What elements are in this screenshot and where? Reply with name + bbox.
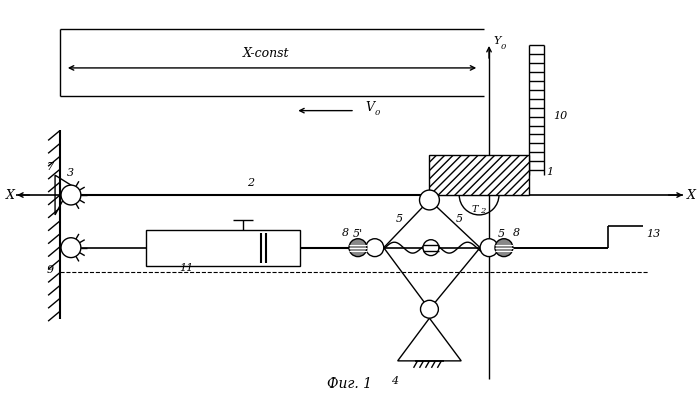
Text: 2: 2 xyxy=(247,178,254,188)
Text: 9: 9 xyxy=(47,264,54,274)
Text: T: T xyxy=(472,206,478,214)
Bar xyxy=(146,230,301,266)
Text: 5: 5 xyxy=(396,214,403,224)
Text: 4: 4 xyxy=(391,376,398,386)
Text: 0: 0 xyxy=(501,43,506,51)
Text: 13: 13 xyxy=(646,229,660,239)
Circle shape xyxy=(366,239,384,257)
Text: Y: Y xyxy=(493,36,500,46)
Circle shape xyxy=(480,239,498,257)
Text: 5: 5 xyxy=(498,229,505,239)
Text: 8: 8 xyxy=(342,228,349,238)
Text: V: V xyxy=(366,101,375,114)
Text: 10: 10 xyxy=(554,110,568,120)
Circle shape xyxy=(423,240,439,256)
Text: 8: 8 xyxy=(513,228,520,238)
Text: X-const: X-const xyxy=(243,46,289,60)
Circle shape xyxy=(61,185,81,205)
Text: Фиг. 1: Фиг. 1 xyxy=(328,377,373,391)
Text: 7: 7 xyxy=(47,162,54,172)
Circle shape xyxy=(421,300,438,318)
Text: X: X xyxy=(687,188,696,202)
Text: 11: 11 xyxy=(179,262,193,272)
Circle shape xyxy=(495,239,513,257)
Text: 1: 1 xyxy=(547,167,554,177)
Text: 3: 3 xyxy=(66,168,73,178)
Circle shape xyxy=(61,238,81,258)
Circle shape xyxy=(419,190,440,210)
Text: 2: 2 xyxy=(480,207,486,215)
Text: 5': 5' xyxy=(353,229,363,239)
Text: 0: 0 xyxy=(375,109,380,117)
Text: 5: 5 xyxy=(456,214,463,224)
Bar xyxy=(429,155,528,195)
Circle shape xyxy=(349,239,367,257)
Text: X: X xyxy=(6,188,15,202)
